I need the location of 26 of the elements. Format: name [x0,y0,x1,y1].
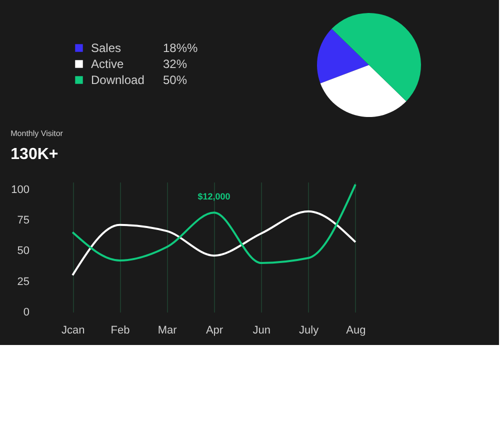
x-tick-label: Feb [110,324,130,336]
y-tick-label: 50 [17,245,30,258]
legend-label: Active [91,57,124,71]
legend-label: Download [91,73,144,87]
pie-slice [320,65,406,117]
x-tick-label: July [299,324,320,336]
y-tick-label: 0 [23,306,30,318]
y-tick-label: 75 [17,214,30,227]
pie-slice [317,28,369,84]
legend-label: Sales [91,41,122,55]
line-series [72,210,356,276]
data-label: 50% [163,73,188,87]
x-tick-label: Jun [252,324,271,336]
chart-subtitle: 130K+ [10,146,58,163]
data-label: 18%% [163,41,198,55]
x-tick-label: Jcan [61,324,85,336]
x-tick-label: Apr [206,324,224,336]
line-series [72,183,356,264]
y-tick-label: 25 [17,276,30,288]
x-tick-label: Aug [346,324,366,336]
chart-title: Monthly Visitor [10,129,64,138]
pie-slice [332,13,421,102]
annotation: $12,000 [198,192,230,202]
x-tick-label: Mar [158,324,178,336]
y-tick-label: 100 [11,184,30,196]
data-label: 32% [163,57,188,71]
